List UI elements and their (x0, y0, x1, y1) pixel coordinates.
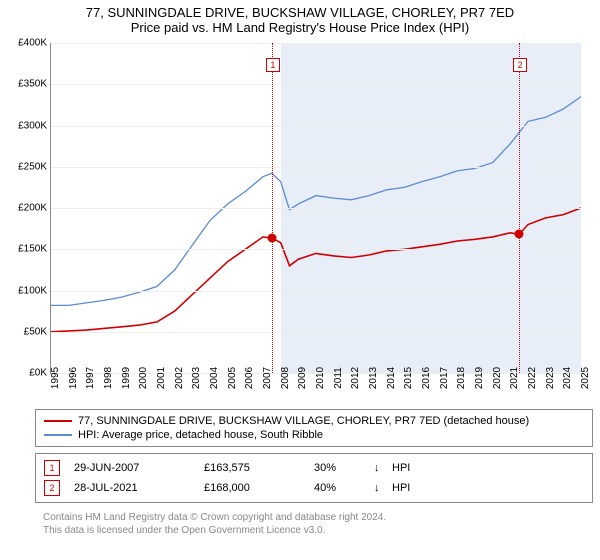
x-tick-label: 2003 (191, 367, 202, 389)
y-tick-label: £350K (18, 79, 47, 90)
legend-label-2: HPI: Average price, detached house, Sout… (78, 429, 323, 441)
x-tick-label: 2022 (527, 367, 538, 389)
series-price_paid (51, 208, 581, 332)
x-tick-label: 2025 (580, 367, 591, 389)
x-tick-label: 1995 (50, 367, 61, 389)
x-tick-label: 2000 (138, 367, 149, 389)
title-line-2: Price paid vs. HM Land Registry's House … (5, 20, 595, 35)
series-hpi (51, 97, 581, 306)
x-tick-label: 2012 (350, 367, 361, 389)
y-tick-label: £150K (18, 244, 47, 255)
plot-area: 12 (50, 43, 581, 374)
x-tick-label: 2021 (509, 367, 520, 389)
x-tick-label: 2014 (386, 367, 397, 389)
x-tick-label: 2005 (227, 367, 238, 389)
tx-suffix: HPI (392, 482, 410, 494)
chart: 12 £0K£50K£100K£150K£200K£250K£300K£350K… (35, 43, 595, 403)
title-line-1: 77, SUNNINGDALE DRIVE, BUCKSHAW VILLAGE,… (5, 5, 595, 20)
x-tick-label: 2020 (492, 367, 503, 389)
y-tick-label: £300K (18, 120, 47, 131)
tx-pct: 40% (314, 482, 374, 494)
y-tick-label: £200K (18, 203, 47, 214)
event-line-1 (272, 43, 273, 373)
transactions-box: 1 29-JUN-2007£163,57530%↓HPI 2 28-JUL-2021£… (35, 453, 593, 503)
x-tick-label: 1997 (85, 367, 96, 389)
y-tick-label: £250K (18, 161, 47, 172)
x-tick-label: 1998 (103, 367, 114, 389)
x-tick-label: 1999 (121, 367, 132, 389)
x-tick-label: 2009 (297, 367, 308, 389)
transaction-row: 1 29-JUN-2007£163,57530%↓HPI (44, 458, 584, 478)
x-tick-label: 2007 (262, 367, 273, 389)
x-tick-label: 2023 (545, 367, 556, 389)
arrow-down-icon: ↓ (374, 482, 392, 494)
x-tick-label: 1996 (68, 367, 79, 389)
event-line-2 (519, 43, 520, 373)
x-tick-label: 2002 (174, 367, 185, 389)
x-tick-label: 2018 (456, 367, 467, 389)
x-tick-label: 2015 (403, 367, 414, 389)
x-tick-label: 2011 (333, 367, 344, 389)
transaction-row: 2 28-JUL-2021£168,00040%↓HPI (44, 478, 584, 498)
footer-line-2: This data is licensed under the Open Gov… (43, 524, 583, 537)
y-tick-label: £400K (18, 38, 47, 49)
tx-suffix: HPI (392, 462, 410, 474)
x-tick-label: 2008 (280, 367, 291, 389)
x-tick-label: 2004 (209, 367, 220, 389)
tx-marker: 2 (44, 480, 60, 496)
tx-price: £163,575 (204, 462, 314, 474)
y-tick-label: £50K (24, 326, 47, 337)
footer: Contains HM Land Registry data © Crown c… (35, 509, 591, 541)
x-tick-label: 2013 (368, 367, 379, 389)
tx-pct: 30% (314, 462, 374, 474)
x-tick-label: 2016 (421, 367, 432, 389)
footer-line-1: Contains HM Land Registry data © Crown c… (43, 511, 583, 524)
legend-swatch-1 (44, 420, 72, 422)
event-dot-1 (267, 234, 276, 243)
x-tick-label: 2017 (439, 367, 450, 389)
legend-label-1: 77, SUNNINGDALE DRIVE, BUCKSHAW VILLAGE,… (78, 415, 529, 427)
x-tick-label: 2006 (244, 367, 255, 389)
legend-box: 77, SUNNINGDALE DRIVE, BUCKSHAW VILLAGE,… (35, 409, 593, 447)
x-tick-label: 2024 (562, 367, 573, 389)
x-tick-label: 2001 (156, 367, 167, 389)
event-marker-2: 2 (513, 58, 527, 72)
arrow-down-icon: ↓ (374, 462, 392, 474)
tx-price: £168,000 (204, 482, 314, 494)
legend-row-1: 77, SUNNINGDALE DRIVE, BUCKSHAW VILLAGE,… (44, 414, 584, 428)
x-tick-label: 2010 (315, 367, 326, 389)
event-marker-1: 1 (266, 58, 280, 72)
tx-date: 28-JUL-2021 (74, 482, 204, 494)
event-dot-2 (515, 230, 524, 239)
x-tick-label: 2019 (474, 367, 485, 389)
legend-swatch-2 (44, 434, 72, 436)
y-tick-label: £100K (18, 285, 47, 296)
y-tick-label: £0K (29, 368, 47, 379)
legend-row-2: HPI: Average price, detached house, Sout… (44, 428, 584, 442)
tx-marker: 1 (44, 460, 60, 476)
tx-date: 29-JUN-2007 (74, 462, 204, 474)
